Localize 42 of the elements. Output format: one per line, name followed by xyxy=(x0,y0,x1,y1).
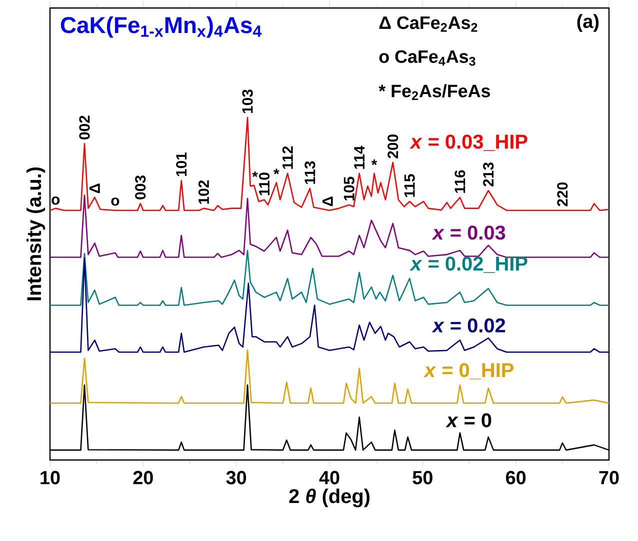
annotation: 115 xyxy=(404,174,415,197)
annotation: * xyxy=(252,171,258,178)
annotation: 220 xyxy=(557,182,568,206)
annotation: 113 xyxy=(304,161,316,184)
annotation: 102 xyxy=(198,180,210,204)
annotation: 112 xyxy=(282,146,293,169)
series-label: x = 0.03_HIP xyxy=(410,134,528,151)
annotation: 103 xyxy=(242,90,253,114)
annotation: Δ xyxy=(90,184,100,194)
series-label: x = 0.03 xyxy=(432,226,506,240)
annotation: 002 xyxy=(79,116,90,140)
annotation: o xyxy=(52,196,60,205)
text: (a) xyxy=(577,14,599,32)
chart-title: CaK(Fe$_{1-x}$Mn$_{x}$)$_{4}$As$_{4}$ xyxy=(60,16,262,38)
annotation: 114 xyxy=(354,146,364,169)
x-tick-label: 50 xyxy=(412,470,432,484)
text: o CaFe$_{4}$As$_{3}$ xyxy=(379,50,476,66)
text: * Fe$_{2}$As/FeAs xyxy=(378,84,490,100)
annotation: 101 xyxy=(176,152,187,176)
y-axis-title: Intensity (a.u.) xyxy=(26,167,46,300)
text: Δ CaFe$_{2}$As$_{2}$ xyxy=(379,16,478,32)
x-tick-label: 60 xyxy=(506,470,526,484)
x-axis-title: 2 θ (deg) xyxy=(289,488,370,508)
annotation: 213 xyxy=(483,162,494,186)
annotation: 200 xyxy=(388,134,398,158)
annotation: 105 xyxy=(344,176,354,200)
annotation: 116 xyxy=(454,170,466,193)
annotation: o xyxy=(111,198,120,206)
annotation: 003 xyxy=(135,176,146,200)
x-tick-label: 30 xyxy=(226,470,246,484)
x-tick-label: 70 xyxy=(599,470,619,484)
series-label: x = 0_HIP xyxy=(423,363,514,380)
annotation: * xyxy=(371,160,378,166)
series-label: x = 0.02_HIP xyxy=(410,256,528,273)
x-tick-label: 20 xyxy=(133,470,153,484)
x-tick-label: 40 xyxy=(319,470,340,484)
series-label: x = 0 xyxy=(446,413,492,428)
annotation: 110 xyxy=(258,172,270,196)
annotation: Δ xyxy=(322,196,333,206)
annotation: * xyxy=(274,168,280,174)
x-tick-label: 10 xyxy=(40,470,60,484)
series-label: x = 0.02 xyxy=(432,318,506,332)
